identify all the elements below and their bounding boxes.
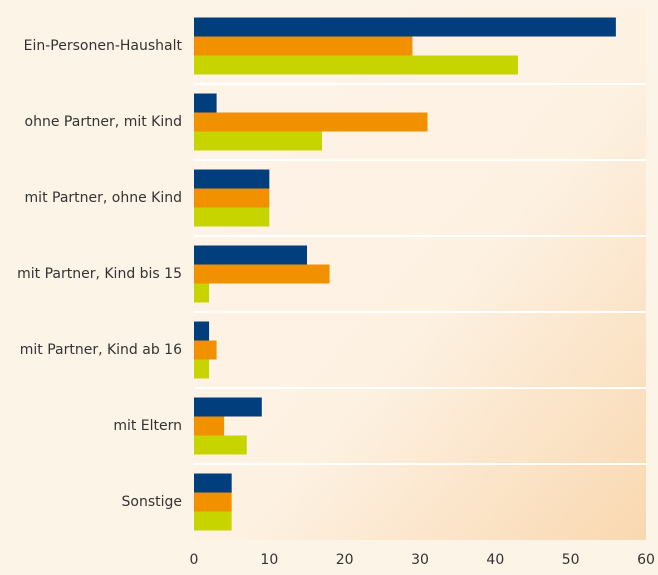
bar xyxy=(194,473,232,493)
x-tick-label: 10 xyxy=(260,552,278,568)
y-tick-label: mit Partner, Kind bis 15 xyxy=(17,266,182,282)
bar xyxy=(194,435,247,455)
bar xyxy=(194,169,270,189)
x-tick-label: 0 xyxy=(190,552,199,568)
x-tick-label: 20 xyxy=(336,552,354,568)
bar xyxy=(194,340,217,360)
y-tick-label: mit Partner, ohne Kind xyxy=(25,190,182,206)
bar xyxy=(194,492,232,512)
x-tick-label: 50 xyxy=(562,552,580,568)
bar xyxy=(194,416,225,436)
bar xyxy=(194,93,217,113)
y-tick-label: Sonstige xyxy=(122,494,183,510)
y-tick-label: mit Partner, Kind ab 16 xyxy=(20,342,182,358)
bar xyxy=(194,264,330,284)
bar xyxy=(194,321,210,341)
x-tick-label: 30 xyxy=(411,552,429,568)
bar xyxy=(194,112,428,132)
bar xyxy=(194,55,518,75)
y-tick-label: ohne Partner, mit Kind xyxy=(25,114,182,130)
bar xyxy=(194,359,210,379)
bar xyxy=(194,188,270,208)
bar xyxy=(194,131,323,151)
bar xyxy=(194,397,262,417)
y-tick-label: mit Eltern xyxy=(113,418,182,434)
bar xyxy=(194,511,232,531)
bar xyxy=(194,207,270,227)
bar xyxy=(194,283,210,303)
x-tick-label: 40 xyxy=(486,552,504,568)
bar xyxy=(194,245,307,265)
bar xyxy=(194,36,413,56)
bar xyxy=(194,17,616,37)
x-tick-label: 60 xyxy=(637,552,655,568)
y-tick-label: Ein-Personen-Haushalt xyxy=(24,38,183,54)
